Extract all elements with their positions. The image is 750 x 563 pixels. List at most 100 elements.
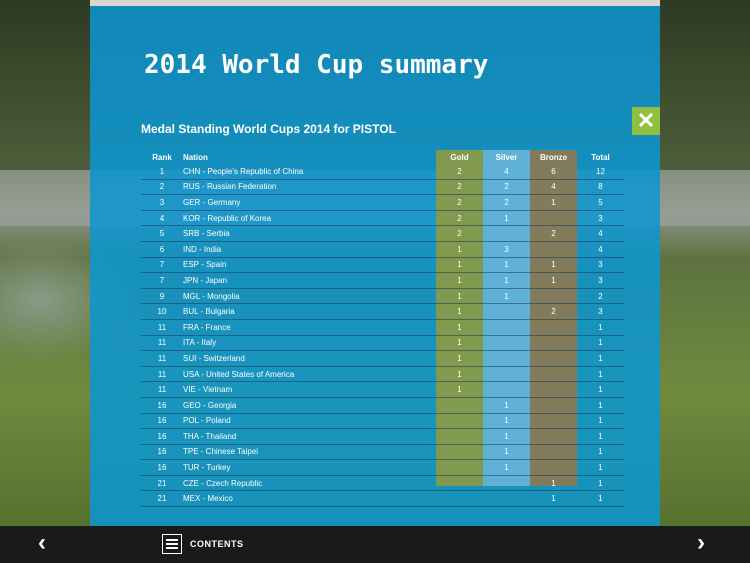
cell-silver	[483, 303, 530, 320]
contents-label: CONTENTS	[190, 539, 244, 549]
cell-silver: 1	[483, 257, 530, 274]
cell-nation: THA - Thailand	[183, 428, 436, 445]
cell-rank: 6	[141, 241, 183, 258]
cell-nation: VIE - Vietnam	[183, 381, 436, 398]
cell-bronze: 2	[530, 303, 577, 320]
cell-gold: 2	[436, 179, 483, 196]
cell-bronze: 1	[530, 257, 577, 274]
cell-total: 4	[577, 225, 624, 242]
cell-gold	[436, 397, 483, 414]
cell-gold: 1	[436, 303, 483, 320]
cell-total: 1	[577, 459, 624, 476]
cell-rank: 16	[141, 413, 183, 430]
cell-total: 1	[577, 335, 624, 352]
cell-gold: 1	[436, 241, 483, 258]
cell-total: 1	[577, 381, 624, 398]
cell-total: 3	[577, 257, 624, 274]
cell-bronze: 1	[530, 272, 577, 289]
cell-bronze	[530, 241, 577, 258]
cell-rank: 9	[141, 288, 183, 305]
cell-gold: 2	[436, 194, 483, 211]
table-row: 10 BUL - Bulgaria 1 2 3	[141, 303, 624, 320]
cell-gold: 1	[436, 272, 483, 289]
cell-nation: GEO - Georgia	[183, 397, 436, 414]
table-title: Medal Standing World Cups 2014 for PISTO…	[141, 122, 396, 136]
cell-nation: GER - Germany	[183, 194, 436, 211]
header-total: Total	[591, 152, 610, 162]
cell-gold: 2	[436, 164, 483, 180]
cell-silver	[483, 350, 530, 367]
table-row: 7 ESP - Spain 1 1 1 3	[141, 257, 624, 274]
cell-bronze	[530, 335, 577, 352]
cell-silver	[483, 381, 530, 398]
cell-nation: JPN - Japan	[183, 272, 436, 289]
cell-total: 4	[577, 241, 624, 258]
cell-gold: 1	[436, 288, 483, 305]
cell-gold: 1	[436, 319, 483, 336]
table-row: 1 CHN - People's Republic of China 2 4 6 12	[141, 164, 624, 180]
header-nation: Nation	[183, 152, 208, 162]
cell-bronze	[530, 288, 577, 305]
cell-total: 8	[577, 179, 624, 196]
cell-bronze: 1	[530, 194, 577, 211]
cell-silver	[483, 475, 530, 492]
cell-nation: TUR - Turkey	[183, 459, 436, 476]
table-row: 4 KOR - Republic of Korea 2 1 3	[141, 210, 624, 227]
cell-silver: 1	[483, 444, 530, 461]
cell-total: 3	[577, 210, 624, 227]
cell-rank: 10	[141, 303, 183, 320]
cell-bronze	[530, 381, 577, 398]
table-row: 16 POL - Poland 1 1	[141, 413, 624, 430]
table-row: 16 GEO - Georgia 1 1	[141, 397, 624, 414]
table-row: 9 MGL - Mongolia 1 1 2	[141, 288, 624, 305]
contents-button[interactable]: CONTENTS	[162, 533, 244, 555]
cell-nation: ESP - Spain	[183, 257, 436, 274]
medal-table: Rank Nation Gold Silver Bronze Total 1 CH…	[141, 150, 624, 508]
table-row: 11 SUI - Switzerland 1 1	[141, 350, 624, 367]
cell-gold	[436, 413, 483, 430]
cell-total: 1	[577, 366, 624, 383]
header-rank: Rank	[152, 152, 172, 162]
next-page-button[interactable]: ›	[697, 529, 705, 556]
cell-rank: 11	[141, 366, 183, 383]
contents-icon	[162, 534, 182, 554]
cell-gold: 1	[436, 350, 483, 367]
cell-gold: 2	[436, 225, 483, 242]
cell-rank: 21	[141, 475, 183, 492]
cell-rank: 5	[141, 225, 183, 242]
table-header-row: Rank Nation Gold Silver Bronze Total	[141, 150, 624, 164]
cell-total: 1	[577, 490, 624, 508]
table-row: 6 IND - India 1 3 4	[141, 241, 624, 258]
close-button[interactable]: ✕	[632, 107, 660, 135]
cell-silver: 2	[483, 194, 530, 211]
cell-bronze	[530, 459, 577, 476]
bottom-nav-bar	[0, 526, 750, 563]
cell-nation: CZE - Czech Republic	[183, 475, 436, 492]
cell-bronze: 6	[530, 164, 577, 180]
cell-bronze: 1	[530, 490, 577, 508]
cell-bronze	[530, 319, 577, 336]
cell-bronze	[530, 397, 577, 414]
cell-silver: 1	[483, 272, 530, 289]
cell-nation: KOR - Republic of Korea	[183, 210, 436, 227]
cell-silver	[483, 225, 530, 242]
previous-page-button[interactable]: ‹	[38, 529, 46, 556]
cell-bronze: 4	[530, 179, 577, 196]
cell-bronze	[530, 366, 577, 383]
header-gold: Gold	[450, 152, 469, 162]
header-silver: Silver	[495, 152, 518, 162]
cell-total: 1	[577, 350, 624, 367]
cell-bronze: 1	[530, 475, 577, 492]
cell-bronze: 2	[530, 225, 577, 242]
cell-gold: 1	[436, 366, 483, 383]
cell-total: 1	[577, 413, 624, 430]
cell-silver: 1	[483, 210, 530, 227]
cell-gold	[436, 444, 483, 461]
cell-nation: ITA - Italy	[183, 335, 436, 352]
cell-silver	[483, 490, 530, 508]
cell-total: 3	[577, 272, 624, 289]
cell-rank: 21	[141, 490, 183, 508]
cell-rank: 2	[141, 179, 183, 196]
cell-rank: 11	[141, 350, 183, 367]
cell-rank: 16	[141, 459, 183, 476]
